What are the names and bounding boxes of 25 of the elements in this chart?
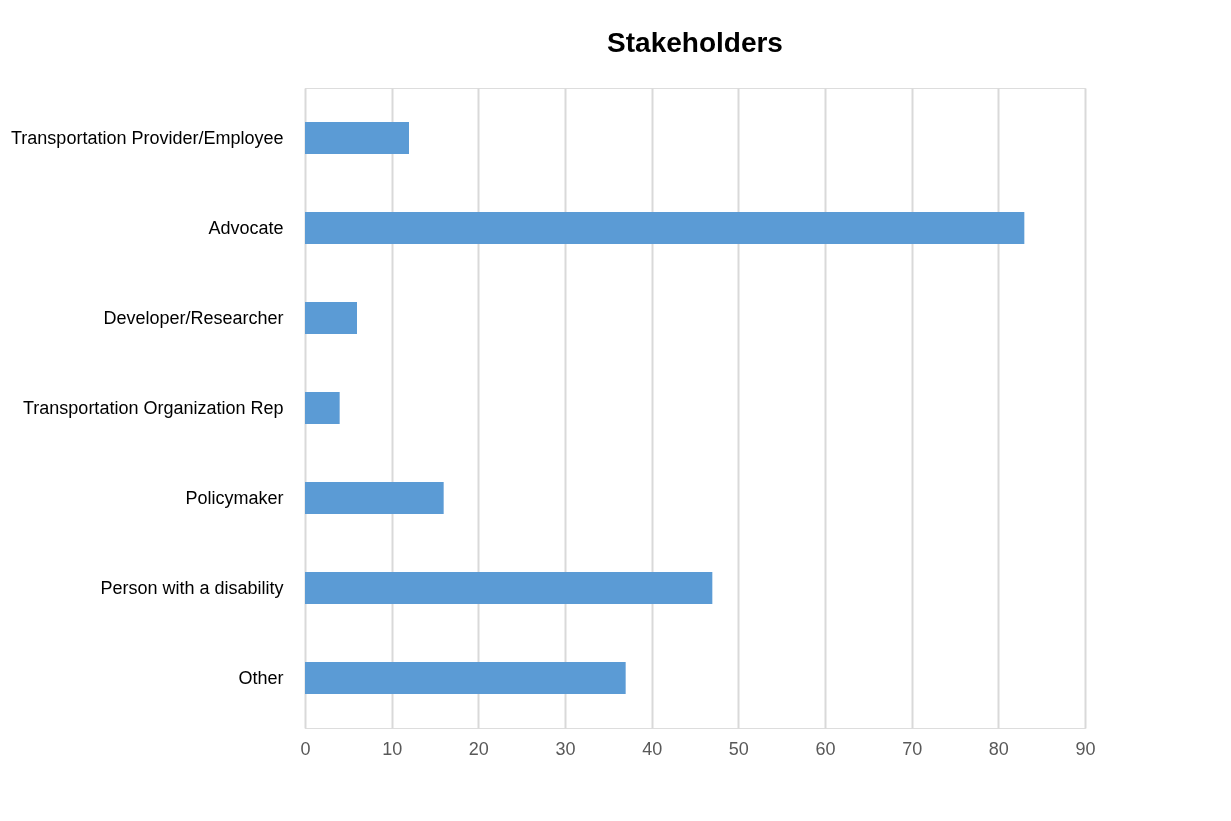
bar xyxy=(305,212,1025,244)
x-tick-label: 20 xyxy=(468,738,489,759)
x-tick-label: 50 xyxy=(728,738,749,759)
bar xyxy=(305,572,713,604)
bar xyxy=(305,392,340,424)
y-tick-label: Policymaker xyxy=(185,487,284,508)
bar xyxy=(305,122,409,154)
x-tick-label: 40 xyxy=(642,738,663,759)
bar xyxy=(305,302,357,334)
y-tick-label: Other xyxy=(238,667,284,688)
x-tick-label: 10 xyxy=(382,738,403,759)
x-tick-label: 30 xyxy=(555,738,576,759)
x-tick-label: 90 xyxy=(1075,738,1096,759)
y-tick-label: Advocate xyxy=(208,217,284,238)
y-tick-label: Transportation Organization Rep xyxy=(23,397,284,418)
x-tick-label: 70 xyxy=(902,738,923,759)
bar xyxy=(305,482,444,514)
y-tick-label: Transportation Provider/Employee xyxy=(11,127,284,148)
y-tick-label: Developer/Researcher xyxy=(103,307,284,328)
x-tick-label: 60 xyxy=(815,738,836,759)
x-tick-label: 80 xyxy=(988,738,1009,759)
y-tick-label: Person with a disability xyxy=(100,577,284,598)
chart-title: Stakeholders xyxy=(607,27,783,58)
bar xyxy=(305,662,626,694)
x-tick-label: 0 xyxy=(300,738,311,759)
